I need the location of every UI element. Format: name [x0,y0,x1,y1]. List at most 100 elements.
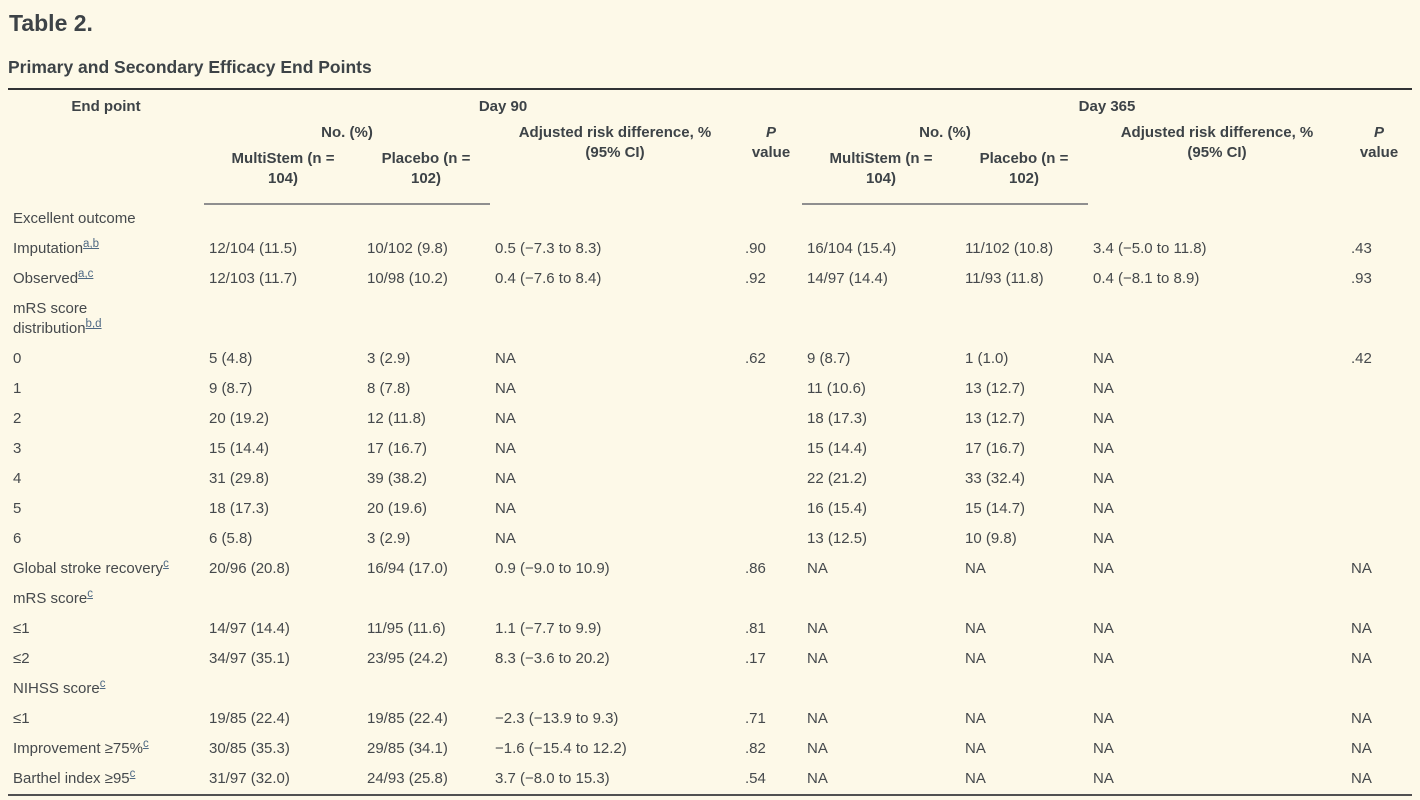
placebo-day365-cell: NA [965,770,986,787]
risk-diff-day365-cell: NA [1093,500,1114,517]
placebo-day90-cell [362,584,490,614]
risk-diff-day90-cell [490,204,740,234]
multistem-label-line1: MultiStem (n = [231,150,335,167]
multistem-day365-cell: NA [807,770,828,787]
table-caption: Primary and Secondary Efficacy End Point… [8,57,372,77]
multistem-label-line2: 104) [865,170,897,187]
risk-diff-day365-cell: NA [1093,380,1114,397]
placebo-day365-cell [960,674,1088,704]
placebo-day90-cell: 39 (38.2) [367,470,428,487]
multistem-day90-cell: 34/97 (35.1) [209,650,290,667]
p-value-day365-cell: .93 [1351,270,1372,287]
footnote-link[interactable]: b,d [85,318,102,330]
placebo-day90-cell: 8 (7.8) [367,380,411,397]
p-value-day90-cell: .62 [745,350,766,367]
multistem-day90-cell: 18 (17.3) [209,500,270,517]
multistem-day90-cell [204,294,362,344]
endpoint-cell: 5 [8,494,204,524]
p-value-day90-cell [740,494,802,524]
risk-diff-day90-cell [490,584,740,614]
risk-diff-day90-cell: −2.3 (−13.9 to 9.3) [495,710,619,727]
risk-diff-day365-cell: NA [1093,740,1114,757]
footnote-link[interactable]: c [87,588,93,600]
endpoint-label: mRS score [13,590,88,607]
endpoint-label: 0 [13,350,22,367]
footnote-link[interactable]: a,c [78,268,94,280]
col-group-day365: Day 365 [1078,98,1136,115]
placebo-day365-cell: NA [965,710,986,727]
risk-diff-day90-cell: 3.7 (−8.0 to 15.3) [495,770,610,787]
multistem-day90-cell [204,584,362,614]
placebo-day90-cell [362,294,490,344]
risk-diff-day365-cell: 3.4 (−5.0 to 11.8) [1093,240,1207,257]
multistem-day365-cell [802,584,960,614]
col-header-placebo-day365: Placebo (n = 102) [960,146,1088,205]
p-value-day90-cell: .86 [745,560,766,577]
endpoint-label: 3 [13,440,22,457]
placebo-day90-cell: 24/93 (25.8) [367,770,448,787]
risk-diff-day90-cell: 0.9 (−9.0 to 10.9) [495,560,610,577]
endpoint-label: Improvement ≥75% [13,740,143,757]
p-value-label-line2: value [1359,144,1399,161]
p-value-day90-cell [740,434,802,464]
risk-diff-day90-cell [490,294,740,344]
multistem-day365-cell: NA [807,650,828,667]
footnote-link[interactable]: c [142,738,149,750]
multistem-day90-cell: 9 (8.7) [209,380,253,397]
footnote-link[interactable]: c [99,678,106,690]
placebo-day90-cell: 20 (19.6) [367,500,428,517]
footnote-link[interactable]: c [129,768,136,780]
table-header: End point Day 90 Day 365 No. (%) Adjuste… [8,89,1412,205]
p-value-day365-cell [1346,404,1412,434]
p-value-day365-cell [1346,434,1412,464]
multistem-day365-cell: NA [807,560,828,577]
p-value-day365-cell: NA [1351,560,1372,577]
multistem-day365-cell: 16/104 (15.4) [807,240,897,257]
risk-diff-day90-cell: 1.1 (−7.7 to 9.9) [495,620,602,637]
multistem-day90-cell: 5 (4.8) [209,350,253,367]
col-header-no-pct-day365: No. (%) [919,124,971,141]
p-value-day90-cell: .17 [745,650,766,667]
col-group-day90: Day 90 [478,98,528,115]
efficacy-table: End point Day 90 Day 365 No. (%) Adjuste… [8,88,1413,796]
table-row: ≤2 34/97 (35.1) 23/95 (24.2) 8.3 (−3.6 to 2… [8,644,1412,674]
footnote-link[interactable]: c [163,558,169,570]
endpoint-cell: 1 [8,374,204,404]
col-header-endpoint: End point [71,98,141,115]
placebo-label-line2: 102) [410,170,442,187]
endpoint-label: 5 [13,500,22,517]
table-row: mRS score distributionb,d [8,294,1412,344]
p-value-day365-cell [1346,204,1412,234]
multistem-day365-cell: 14/97 (14.4) [807,270,888,287]
endpoint-cell: Barthel index ≥95c [8,764,204,795]
p-value-day90-cell [740,204,802,234]
footnote-superscript: c [87,588,93,600]
risk-diff-day90-cell: 8.3 (−3.6 to 20.2) [495,650,610,667]
multistem-day90-cell: 6 (5.8) [209,530,253,547]
placebo-day90-cell: 3 (2.9) [367,350,411,367]
p-value-day365-cell [1346,494,1412,524]
multistem-label-line2: 104) [267,170,299,187]
p-value-day365-cell [1346,294,1412,344]
risk-diff-day90-cell: −1.6 (−15.4 to 12.2) [495,740,627,757]
col-header-p-value-day90: P value [740,120,802,204]
placebo-day90-cell: 17 (16.7) [367,440,428,457]
risk-diff-day365-cell: NA [1093,560,1114,577]
p-value-day365-cell: .42 [1351,350,1372,367]
multistem-day365-cell: 11 (10.6) [807,380,866,397]
placebo-day90-cell: 16/94 (17.0) [367,560,448,577]
table-row: 4 31 (29.8) 39 (38.2) NA 22 (21.2) 33 (32.4) N… [8,464,1412,494]
multistem-day90-cell: 12/103 (11.7) [209,270,298,287]
endpoint-cell: Global stroke recoveryc [8,554,204,584]
col-header-multistem-day365: MultiStem (n = 104) [802,146,960,205]
endpoint-label: ≤1 [13,710,30,727]
risk-diff-day365-cell: NA [1093,620,1114,637]
placebo-day90-cell: 19/85 (22.4) [367,710,448,727]
placebo-day365-cell: 13 (12.7) [965,410,1026,427]
placebo-day365-cell: NA [965,740,986,757]
p-value-day90-cell: .71 [745,710,766,727]
endpoint-label: Imputation [13,240,84,257]
risk-diff-day365-cell: NA [1093,440,1114,457]
footnote-link[interactable]: a,b [83,238,100,250]
header-row-subgroups: No. (%) Adjusted risk difference, % (95%… [8,120,1412,161]
